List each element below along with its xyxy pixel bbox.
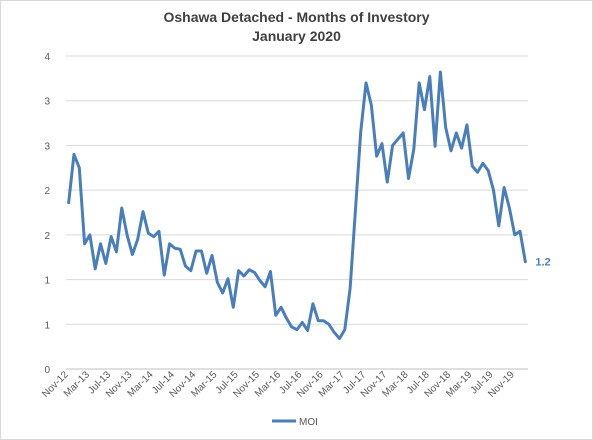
chart-title-block: Oshawa Detached - Months of Investory Ja… (0, 8, 593, 46)
series-line-moi (67, 70, 527, 341)
chart-subtitle: January 2020 (252, 28, 341, 44)
chart-title: Oshawa Detached - Months of Investory (163, 9, 430, 25)
last-value-label: 1.2 (535, 257, 550, 269)
y-axis-ticks: 0 1 1 2 2 3 3 4 (44, 52, 50, 376)
x-axis-ticks: Nov-12Mar-13Jul-13Nov-13Mar-14Jul-14Nov-… (40, 369, 517, 400)
y-tick-label: 3 (44, 97, 50, 108)
y-tick-label: 2 (44, 186, 50, 197)
y-tick-label: 0 (44, 365, 50, 376)
y-tick-label: 2 (44, 231, 50, 242)
y-tick-label: 3 (44, 141, 50, 152)
y-tick-label: 4 (44, 52, 50, 63)
legend-label-moi: MOI (299, 417, 318, 428)
y-tick-label: 1 (44, 320, 50, 331)
y-tick-label: 1 (44, 276, 50, 287)
legend: MOI (272, 417, 318, 428)
gridlines (66, 55, 528, 370)
series-group: 1.2 (67, 70, 551, 341)
